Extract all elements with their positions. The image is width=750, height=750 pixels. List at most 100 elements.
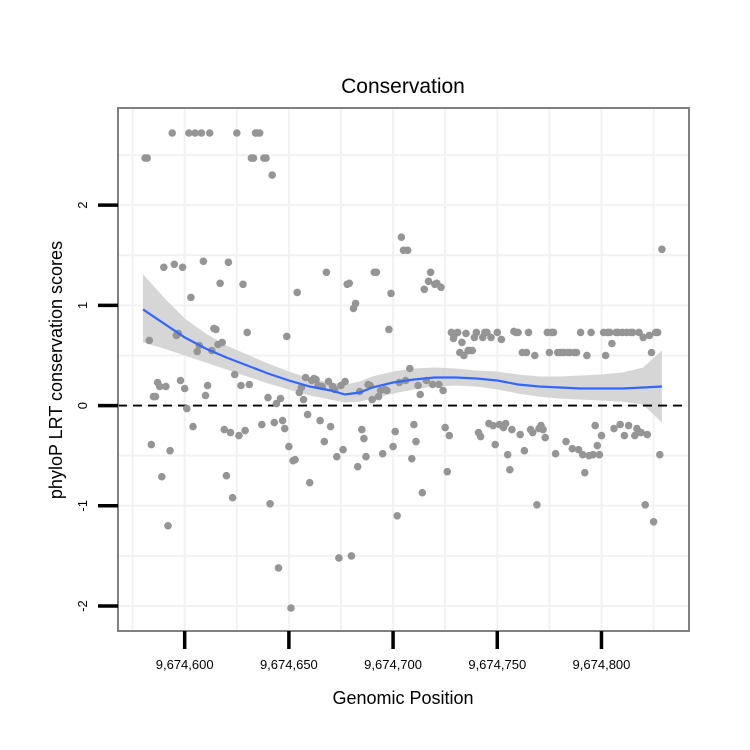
x-tick-label: 9,674,700 <box>364 657 422 672</box>
data-point <box>406 364 414 373</box>
data-point <box>326 422 335 431</box>
data-point <box>374 392 383 401</box>
data-point <box>410 420 418 429</box>
data-point <box>185 129 193 137</box>
data-point <box>595 450 604 459</box>
data-point <box>624 421 633 430</box>
data-point <box>649 518 658 526</box>
y-axis: -2 -1 0 1 2 <box>75 202 118 612</box>
data-point <box>472 328 481 337</box>
data-point <box>335 554 343 562</box>
x-tick-label: 9,674,750 <box>468 657 526 672</box>
data-point <box>656 450 664 459</box>
scatter-points <box>141 129 666 612</box>
data-point <box>524 328 533 337</box>
data-point <box>158 472 166 481</box>
data-point <box>162 382 170 391</box>
data-point <box>203 381 212 390</box>
data-point <box>497 335 506 344</box>
data-point <box>276 394 285 403</box>
data-point <box>168 129 176 137</box>
data-point <box>533 501 541 509</box>
data-point <box>443 467 452 476</box>
data-point <box>291 455 299 464</box>
data-point <box>416 390 425 399</box>
data-point <box>287 604 295 612</box>
data-point <box>489 421 497 430</box>
data-point <box>439 386 447 395</box>
data-point <box>645 331 654 340</box>
data-point <box>616 420 624 429</box>
data-point <box>187 293 195 302</box>
data-point <box>581 468 589 477</box>
data-point <box>637 428 645 437</box>
data-point <box>501 419 510 428</box>
data-point <box>285 442 293 451</box>
data-point <box>176 376 185 385</box>
x-tick-label: 9,674,650 <box>260 657 318 672</box>
y-axis-title: phyloP LRT conservation scores <box>46 241 66 499</box>
data-point <box>403 246 412 255</box>
data-point <box>541 433 549 442</box>
data-point <box>266 500 274 508</box>
data-point <box>180 384 189 393</box>
data-point <box>272 399 281 408</box>
data-point <box>653 328 662 337</box>
data-point <box>597 431 606 440</box>
data-point <box>437 283 445 292</box>
data-point <box>243 328 251 337</box>
y-tick-label: 0 <box>75 402 90 409</box>
data-point <box>408 454 416 463</box>
data-point <box>351 299 360 308</box>
data-point <box>368 395 377 404</box>
data-point <box>301 373 310 382</box>
data-point <box>283 332 291 341</box>
data-point <box>147 440 156 449</box>
data-point <box>383 386 391 395</box>
data-point <box>385 325 393 334</box>
data-point <box>303 410 312 419</box>
data-point <box>226 428 235 437</box>
data-point <box>641 501 649 509</box>
data-point <box>293 288 302 297</box>
data-point <box>393 512 402 520</box>
data-point <box>193 347 201 356</box>
data-point <box>631 431 639 440</box>
x-tick-label: 9,674,800 <box>573 657 631 672</box>
data-point <box>262 154 270 162</box>
data-point <box>583 351 591 360</box>
data-point <box>241 426 249 435</box>
data-point <box>389 442 397 451</box>
data-point <box>245 380 254 389</box>
data-point <box>576 328 585 337</box>
data-point <box>468 346 477 355</box>
data-point <box>222 471 231 480</box>
data-point <box>601 351 610 360</box>
data-point <box>587 328 595 337</box>
data-point <box>589 450 597 459</box>
data-point <box>249 154 258 162</box>
data-point <box>606 328 614 337</box>
data-point <box>239 280 247 289</box>
data-point <box>514 328 522 337</box>
data-point <box>647 348 656 357</box>
data-point <box>658 245 666 254</box>
data-point <box>426 268 435 277</box>
data-point <box>483 328 491 337</box>
data-point <box>643 430 652 439</box>
data-point <box>441 423 450 432</box>
data-point <box>378 449 387 458</box>
data-point <box>197 129 206 137</box>
data-point <box>562 437 570 446</box>
data-point <box>299 395 308 404</box>
data-point <box>199 257 208 266</box>
data-point <box>414 381 422 390</box>
data-point <box>578 450 587 459</box>
x-axis: 9,674,600 9,674,650 9,674,700 9,674,750 9,67… <box>156 631 631 672</box>
data-point <box>528 428 537 437</box>
data-point <box>418 488 427 497</box>
data-point <box>593 441 602 450</box>
data-point <box>143 154 151 162</box>
data-point <box>339 445 347 454</box>
y-tick-label: 1 <box>75 302 90 309</box>
